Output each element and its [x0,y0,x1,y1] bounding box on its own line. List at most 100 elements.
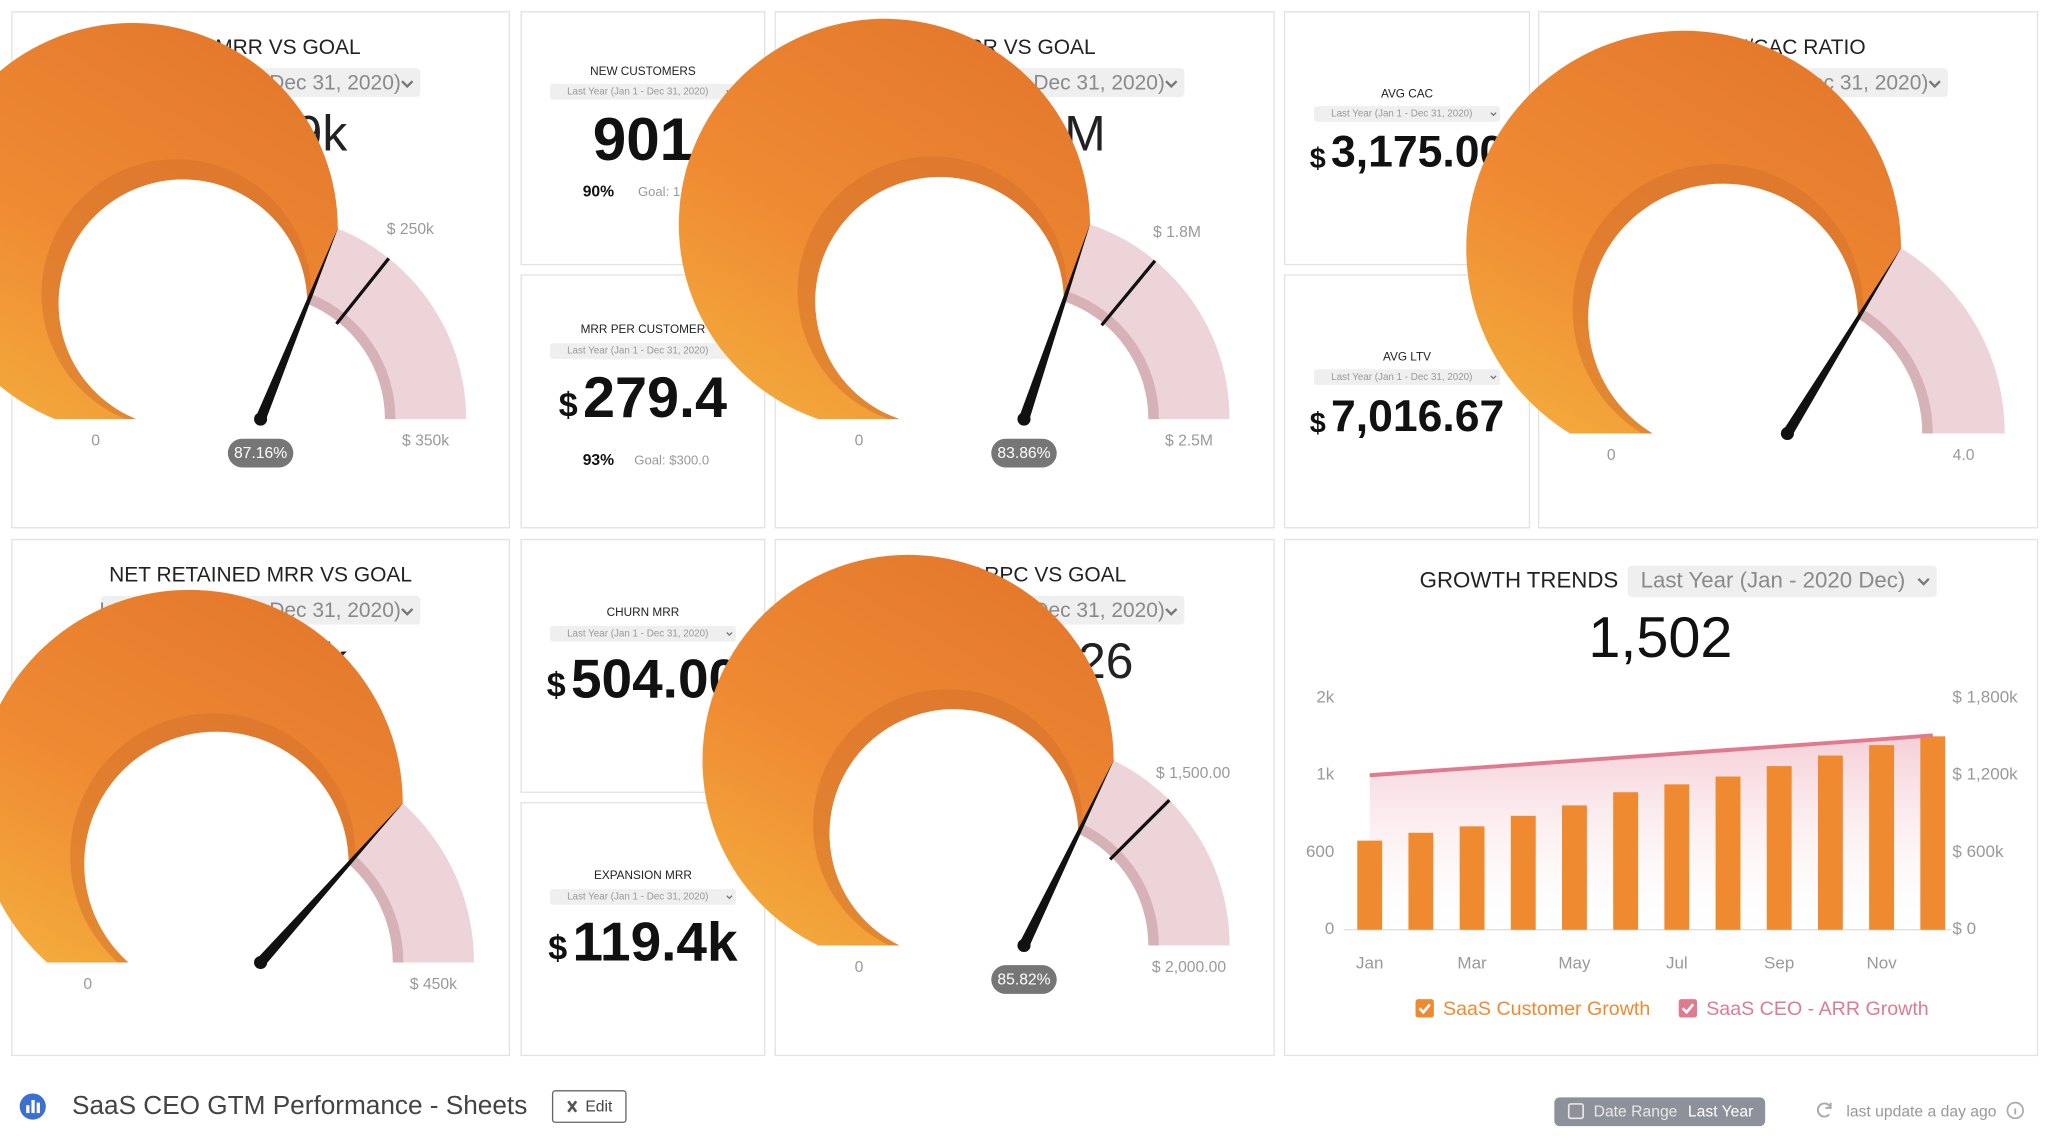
kpi-value-number: 901 [593,105,693,173]
kpi-goal: Goal: $300.0 [634,452,709,467]
chart-title: GROWTH TRENDS [1420,567,1619,592]
bar [1510,815,1536,930]
x-tick-label: Jul [1666,953,1688,972]
percent-pill [991,965,1057,994]
bar [1613,792,1639,930]
dropdown-chevron [1917,577,1930,586]
y-tick-label: 2k [1316,687,1334,706]
dropdown-chevron [1490,375,1497,380]
date-dropdown-label: Last Year (Jan 1 - Dec 31, 2020) [567,86,708,97]
date-range-value[interactable]: Last Year [1688,1104,1754,1121]
date-dropdown[interactable] [549,83,736,100]
dropdown-chevron [1165,608,1178,616]
gauge-needle [1019,758,1115,948]
gauge-needle [256,801,405,966]
date-dropdown[interactable] [549,625,736,642]
percent-of-goal: 87.16% [234,445,287,462]
gauge-needle-hub [1017,412,1031,426]
legend-label[interactable]: SaaS Customer Growth [1443,998,1650,1020]
date-dropdown[interactable] [549,889,736,905]
bar [1817,755,1843,930]
gauge-needle [255,226,339,422]
bar [1766,766,1792,930]
gauge-max-label: $ 2.5M [1165,432,1213,449]
kpi-value: $3,175.00 [1310,127,1505,176]
percent-of-goal: 83.86% [997,445,1050,462]
gauge-needle [1782,245,1903,437]
dropdown-chevron [726,632,733,637]
date-dropdown[interactable] [1314,369,1500,386]
bar [1869,745,1895,930]
gauge-min-label: 0 [91,432,100,449]
gauge-min-label: 0 [1607,447,1616,464]
dashboard-title: SaaS CEO GTM Performance - Sheets [72,1090,527,1120]
gauge-value-arc [702,554,1114,946]
edit-icon [567,1100,578,1113]
calendar-icon [1567,1103,1584,1120]
legend-label[interactable]: SaaS CEO - ARR Growth [1706,998,1929,1020]
date-range-pill[interactable] [1554,1097,1766,1127]
dropdown-chevron [726,895,733,900]
kpi-value: $504.00 [547,647,739,709]
goal-marker [335,257,391,325]
date-range-label: Date Range [1594,1104,1678,1121]
bar [1715,776,1741,930]
legend-swatch[interactable] [1678,999,1698,1018]
info-icon-bar [2014,1108,2017,1115]
legend-swatch[interactable] [1415,999,1434,1018]
gauge-max-label: $ 450k [410,976,457,993]
bar [1664,784,1690,930]
kpi-value: 901 [593,105,693,173]
currency-symbol: $ [547,666,566,704]
kpi-value-number: 3,175.00 [1331,127,1504,176]
kpi-percent: 90% [583,184,614,201]
widget-title: NEW CUSTOMERS [590,65,696,78]
gauge-min-label: 0 [855,432,864,449]
date-dropdown-label: Last Year (Jan 1 - Dec 31, 2020) [567,346,708,357]
widget-title: AVG LTV [1383,351,1431,364]
date-dropdown[interactable] [1314,106,1500,122]
currency-symbol: $ [1310,407,1326,439]
dropdown-chevron [1165,80,1178,89]
gauge-needle-hub [254,955,268,970]
x-tick-label: Mar [1457,953,1487,972]
gauge-max-label: $ 350k [402,432,449,449]
edit-label[interactable]: Edit [585,1098,613,1115]
date-dropdown-label: Last Year (Jan 1 - Dec 31, 2020) [567,628,708,639]
gauge-value-arc [678,18,1090,420]
y2-tick-label: $ 1,800k [1952,687,2018,706]
kpi-value-number: 119.4k [572,910,738,972]
bar [1920,736,1946,930]
date-dropdown-label: Last Year (Jan - 2020 Dec) [1641,567,1906,592]
gauge-needle [1019,221,1091,421]
x-tick-label: Jan [1356,953,1383,972]
legend-check [1681,1003,1695,1015]
refresh-icon[interactable] [1816,1102,1832,1118]
percent-of-goal: 85.82% [997,971,1050,988]
date-dropdown[interactable] [1627,565,1937,598]
date-dropdown-label: Last Year (Jan 1 - Dec 31, 2020) [1331,372,1472,383]
gauge-remaining-arc [1078,760,1230,946]
last-update: last update a day ago [1846,1104,1996,1121]
widget-title: MRR PER CUSTOMER [581,323,706,336]
gauge-inner-shade [307,294,396,420]
currency-symbol: $ [548,930,567,968]
gauge-inner-shade [348,856,404,963]
gauge-remaining-arc [1857,248,2005,434]
goal-marker [1108,798,1171,861]
series-area [1369,735,1933,930]
bar [1408,832,1434,930]
dropdown-chevron [1490,112,1497,117]
date-dropdown[interactable] [549,343,736,359]
gauge-inner-shade [1857,309,1933,434]
bar [1459,826,1485,930]
edit-button[interactable] [551,1090,627,1123]
info-icon[interactable] [2006,1101,2024,1120]
y-tick-label: 600 [1306,842,1334,861]
kpi-percent: 93% [583,452,614,469]
y-tick-label: 1k [1316,765,1334,784]
gauge-needle-hub [1780,426,1794,441]
gauge-remaining-arc [1063,224,1230,420]
